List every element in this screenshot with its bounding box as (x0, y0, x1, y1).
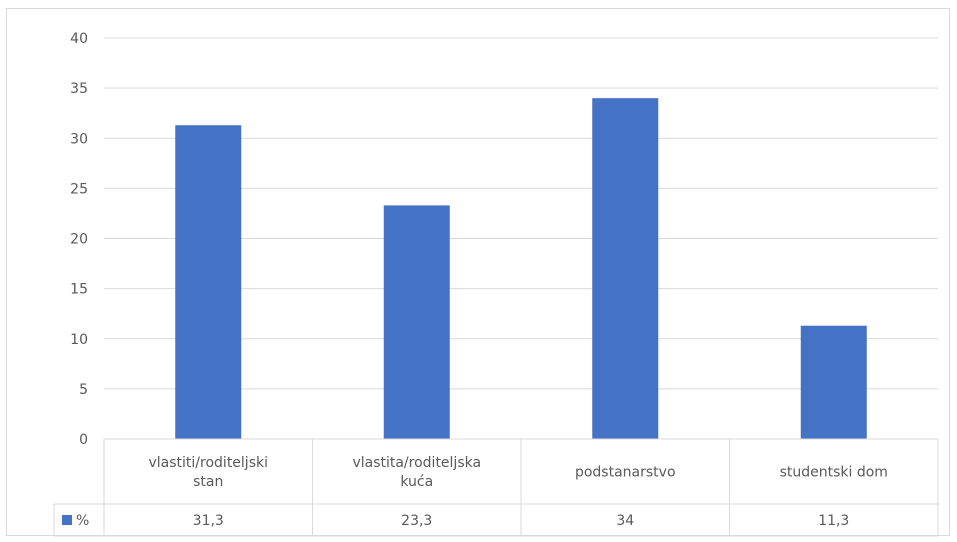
category-label-4-line-1: studentski dom (780, 465, 888, 481)
y-tick-label-20: 20 (70, 232, 88, 248)
category-label-1-line-1: vlastiti/roditeljski (149, 455, 269, 471)
value-cell-4: 11,3 (818, 513, 849, 529)
y-axis-ticks: 0 5 10 15 20 25 30 35 40 (70, 31, 88, 448)
category-label-1-line-2: stan (193, 474, 223, 490)
y-tick-label-30: 30 (70, 131, 88, 147)
value-cell-2: 23,3 (401, 513, 432, 529)
y-tick-label-5: 5 (79, 382, 88, 398)
value-cell-3: 34 (616, 513, 634, 529)
y-tick-label-35: 35 (70, 81, 88, 97)
bar-2 (383, 205, 450, 439)
category-label-2-line-1: vlastita/roditeljska (352, 455, 481, 471)
bars (175, 98, 867, 440)
legend-key-swatch (62, 515, 72, 525)
y-tick-label-40: 40 (70, 31, 88, 47)
y-tick-label-0: 0 (79, 432, 88, 448)
y-tick-label-25: 25 (70, 181, 88, 197)
value-cell-1: 31,3 (193, 513, 224, 529)
gridlines (104, 37, 938, 390)
data-table: vlastiti/roditeljski stan vlastita/roditel… (53, 438, 939, 537)
bar-1 (175, 125, 242, 439)
category-label-3-line-1: podstanarstvo (575, 465, 676, 481)
y-tick-label-10: 10 (70, 332, 88, 348)
bar-4 (800, 325, 867, 439)
chart-frame (6, 8, 950, 536)
y-tick-label-15: 15 (70, 282, 88, 298)
category-label-2-line-2: kuća (400, 474, 433, 490)
legend-series-name: % (76, 513, 89, 529)
bar-3 (592, 98, 659, 440)
